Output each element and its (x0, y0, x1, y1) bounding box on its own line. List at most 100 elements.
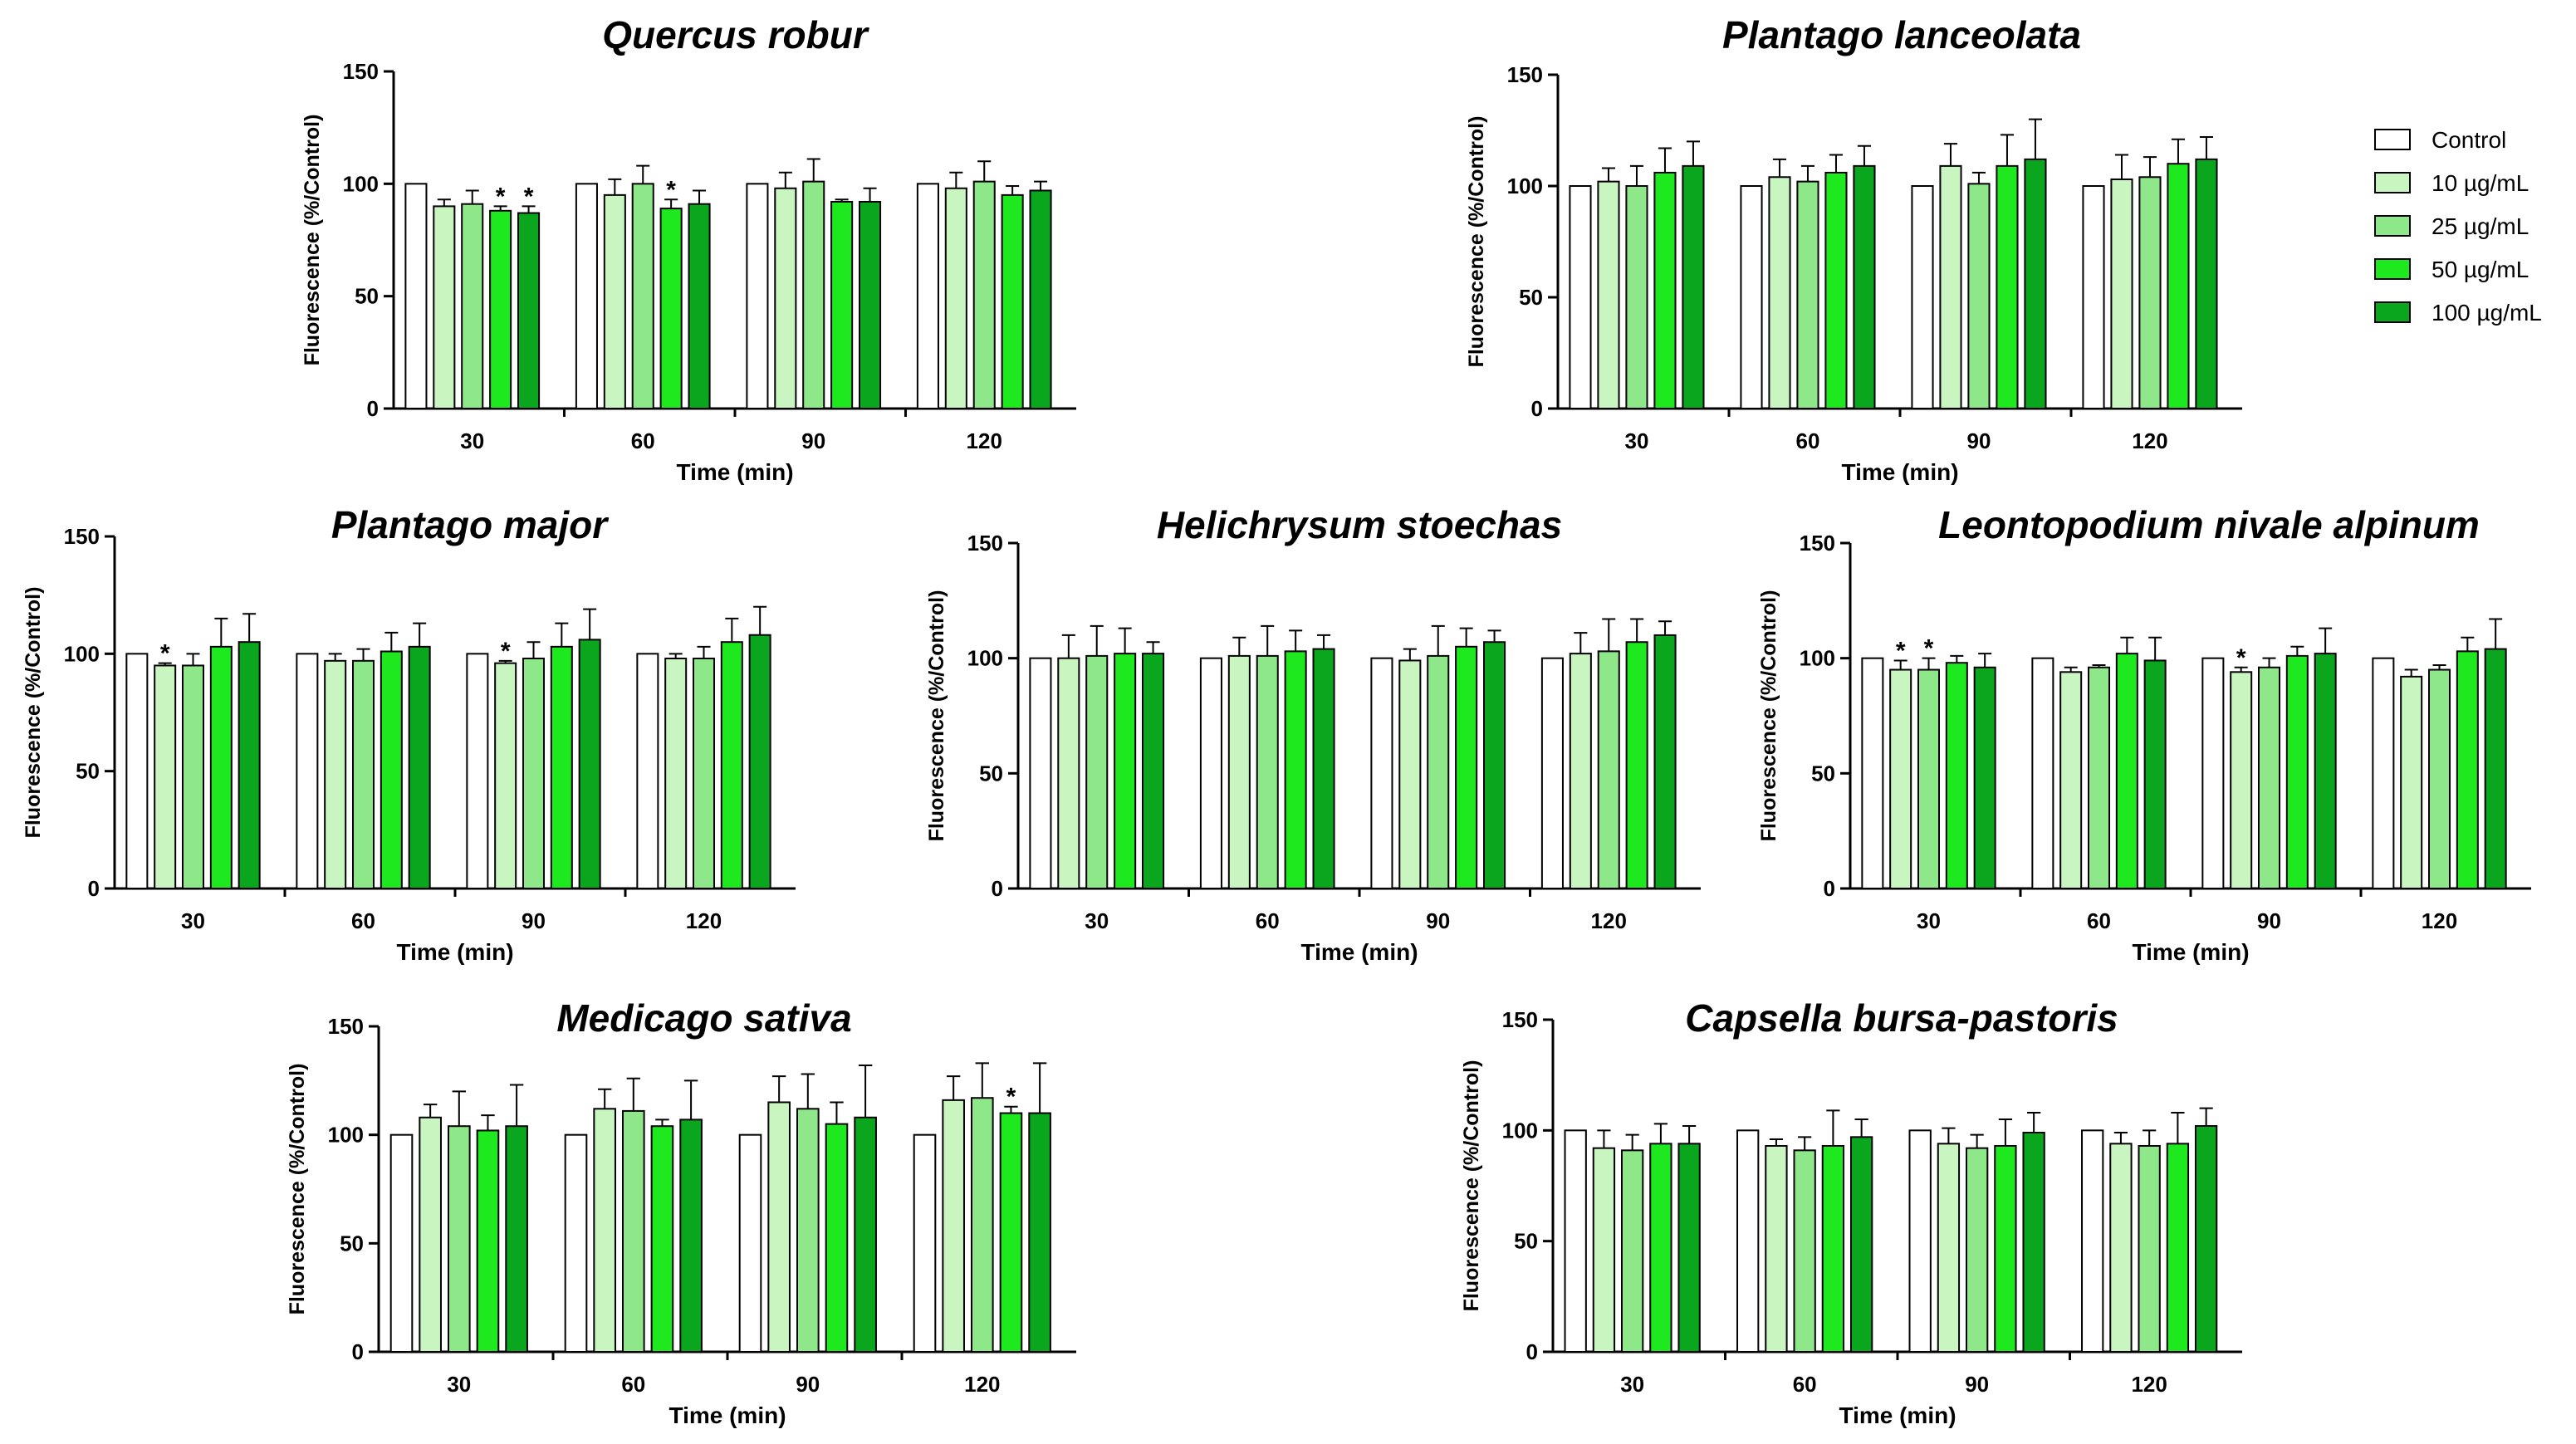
x-axis-label: Time (min) (1841, 459, 1958, 485)
y-tick-label: 100 (1507, 174, 1543, 198)
bar-control-90 (1911, 185, 1934, 409)
error-bar (1232, 636, 1246, 656)
error-bar (452, 1090, 467, 1127)
error-bar (1998, 1118, 2012, 1146)
bar-10-g-ml-30 (1592, 1147, 1616, 1353)
bar-10-g-ml-90 (1937, 1143, 1961, 1353)
error-bar (1682, 1125, 1697, 1144)
x-tick-label: 120 (1591, 908, 1627, 933)
y-axis-label: Fluorescence (%/Control) (1465, 116, 1488, 368)
bar-100-g-ml-90 (578, 639, 601, 890)
error-bar (2199, 136, 2213, 159)
y-axis-label: Fluorescence (%/Control) (286, 1064, 309, 1315)
bar-50-g-ml-60 (380, 650, 403, 889)
bar-10-g-ml-30 (1889, 668, 1912, 889)
error-bar (1800, 164, 1815, 182)
bar-25-g-ml-90 (796, 1108, 820, 1353)
y-tick-label: 150 (1507, 62, 1543, 87)
legend-item-10-g-ml: 10 µg/mL (2374, 170, 2529, 196)
error-bar (1034, 180, 1048, 191)
bar-control-90 (746, 183, 769, 409)
error-bar (655, 1118, 669, 1127)
y-tick-label: 50 (979, 761, 1003, 786)
bar-25-g-ml-60 (622, 1109, 645, 1353)
legend: Control 10 µg/mL 25 µg/mL 50 µg/mL 100 µg/mL (2374, 127, 2542, 326)
bar-100-g-ml-120 (1028, 1112, 1051, 1353)
error-bar (2171, 138, 2185, 164)
y-tick-label: 150 (64, 524, 100, 549)
x-axis-label: Time (min) (668, 1402, 786, 1428)
error-bar (697, 645, 711, 658)
bar-25-g-ml-90 (1966, 1147, 1989, 1353)
x-axis-label: Time (min) (1839, 1402, 1956, 1428)
bar-50-g-ml-120 (2166, 1143, 2190, 1353)
bar-100-g-ml-30 (238, 641, 261, 889)
bar-25-g-ml-30 (182, 664, 205, 889)
bar-10-g-ml-30 (433, 205, 456, 409)
bar-25-g-ml-60 (1256, 654, 1279, 889)
bar-100-g-ml-90 (854, 1116, 877, 1353)
bar-50-g-ml-30 (209, 645, 233, 889)
bar-10-g-ml-60 (603, 193, 626, 409)
y-tick-label: 150 (1800, 531, 1835, 556)
bar-25-g-ml-90 (1427, 654, 1450, 889)
x-tick-label: 90 (801, 428, 825, 453)
bar-100-g-ml-90 (859, 200, 882, 409)
error-bar (1006, 185, 1020, 195)
error-bar (753, 605, 767, 635)
error-bar (949, 171, 963, 188)
bar-100-g-ml-120 (2484, 648, 2507, 889)
error-bar (664, 198, 678, 209)
y-tick-label: 150 (343, 59, 379, 84)
y-tick-label: 50 (76, 759, 100, 784)
error-bar (1403, 648, 1417, 661)
error-bar (1826, 1109, 1840, 1146)
x-tick-label: 90 (1965, 1372, 1989, 1397)
error-bar (2319, 627, 2333, 654)
error-bar (1772, 158, 1787, 178)
bar-10-g-ml-90 (1939, 164, 1962, 409)
bar-25-g-ml-30 (1917, 668, 1941, 889)
bar-10-g-ml-90 (2230, 671, 2253, 889)
bar-100-g-ml-90 (2024, 158, 2047, 409)
bar-control-30 (389, 1133, 414, 1353)
error-bar (1798, 1136, 1812, 1151)
bar-100-g-ml-60 (1849, 1136, 1873, 1353)
bar-10-g-ml-120 (2400, 675, 2423, 889)
error-bar (509, 1084, 524, 1127)
y-tick-label: 50 (1514, 1229, 1538, 1254)
error-bar (1004, 1105, 1018, 1114)
bar-control-90 (466, 653, 489, 889)
legend-label: 25 µg/mL (2432, 213, 2529, 239)
significance-marker: * (666, 176, 676, 203)
error-bar (2027, 1112, 2041, 1133)
error-bar (1658, 620, 1672, 635)
y-tick-label: 50 (355, 284, 379, 309)
error-bar (1950, 654, 1964, 663)
error-bar (2148, 636, 2162, 661)
bar-50-g-ml-30 (489, 209, 512, 409)
bar-10-g-ml-60 (593, 1108, 616, 1353)
significance-marker: * (2236, 644, 2246, 672)
bar-10-g-ml-60 (1227, 654, 1251, 889)
bar-25-g-ml-60 (631, 183, 654, 409)
bar-100-g-ml-120 (748, 634, 771, 889)
error-bar (522, 205, 536, 213)
x-tick-label: 60 (1796, 428, 1820, 453)
bar-10-g-ml-120 (664, 657, 688, 890)
bar-100-g-ml-60 (1312, 648, 1335, 889)
bar-100-g-ml-30 (1142, 653, 1165, 889)
y-tick-label: 100 (1800, 646, 1835, 671)
bar-25-g-ml-30 (1625, 185, 1648, 409)
error-bar (1854, 1118, 1868, 1138)
bar-control-120 (1540, 657, 1564, 890)
bar-10-g-ml-30 (154, 664, 177, 889)
bar-10-g-ml-120 (2110, 178, 2133, 410)
bar-10-g-ml-120 (944, 187, 967, 409)
bar-10-g-ml-90 (767, 1101, 791, 1353)
bar-50-g-ml-90 (1996, 164, 2019, 409)
error-bar (498, 659, 512, 663)
bar-control-60 (575, 183, 598, 409)
bar-100-g-ml-120 (1029, 189, 1052, 409)
